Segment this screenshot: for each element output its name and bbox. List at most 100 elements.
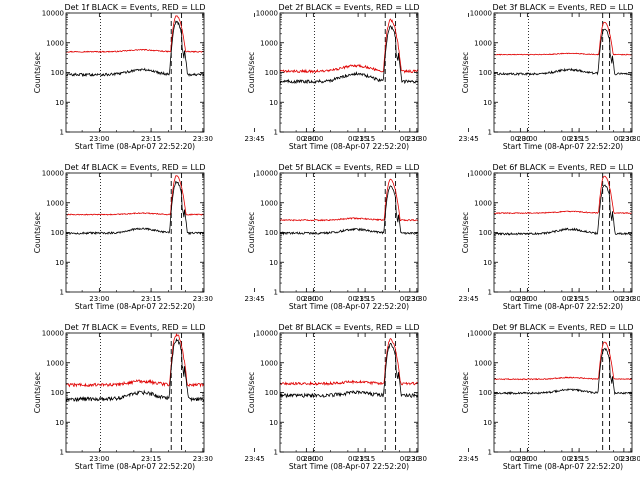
y-tick-label: 1000: [474, 359, 492, 367]
x-tick-label: 23:15: [569, 295, 589, 303]
y-tick-label: 1000: [46, 359, 64, 367]
plot-frame: [493, 12, 633, 133]
x-tick-label: 23:00: [517, 455, 537, 463]
x-tick-label: 00:30: [614, 455, 634, 463]
x-axis-label: Start Time (08-Apr-07 22:52:20): [503, 302, 623, 311]
panel-det-8: Det 8f BLACK = Events, RED = LLD11010010…: [247, 323, 634, 471]
x-tick-label: 00:00: [510, 295, 530, 303]
y-tick-label: 1: [60, 449, 64, 457]
panel-det-6: Det 6f BLACK = Events, RED = LLD 1 10 100 10…: [461, 163, 640, 311]
x-tick-label: 23:30: [621, 135, 640, 143]
x-tick-label: 00:30: [400, 135, 420, 143]
y-tick-label: 100: [479, 69, 492, 77]
panel-curves: [494, 341, 632, 396]
panel-curves: [66, 15, 204, 78]
y-tick-label: 10: [55, 99, 64, 107]
panel-curves: [494, 175, 632, 236]
y-tick-label: 10: [483, 259, 492, 267]
lld-series-line: [280, 338, 418, 386]
x-tick-label: 23:30: [407, 295, 427, 303]
x-tick-label: 00:00: [296, 135, 316, 143]
x-axis-label: Start Time (08-Apr-07 22:52:20): [289, 462, 409, 471]
x-tick-label: 23:45: [459, 295, 479, 303]
y-axis-label: Counts/sec: [33, 52, 42, 93]
events-series-line: [66, 20, 204, 78]
events-series-line: [66, 180, 204, 236]
panel-det-4: Det 4f BLACK = Events, RED = LLD 1 10 100 10…: [33, 163, 420, 311]
y-tick-label: 10: [483, 419, 492, 427]
x-tick-label: 23:00: [89, 455, 109, 463]
events-series-line: [280, 25, 418, 85]
y-tick-label: 1: [274, 289, 278, 297]
x-tick-label: 00:15: [348, 135, 368, 143]
y-tick-label: 10: [55, 419, 64, 427]
x-axis-label: Start Time (08-Apr-07 22:52:20): [75, 142, 195, 151]
y-tick-label: 1000: [46, 199, 64, 207]
x-axis-label: Start Time (08-Apr-07 22:52:20): [289, 142, 409, 151]
y-tick-label: 10: [269, 259, 278, 267]
panel-title: Det 3f BLACK = Events, RED = LLD: [492, 3, 633, 12]
events-series-line: [280, 342, 418, 399]
x-tick-label: 23:45: [245, 135, 265, 143]
events-series-line: [66, 337, 204, 403]
y-axis-label: Counts/sec: [247, 372, 256, 413]
y-tick-label: 1000: [260, 39, 278, 47]
panel-det-1: Det 1f BLACK = Events, RED = LLD11010010…: [33, 3, 420, 151]
lld-series-line: [494, 341, 632, 381]
lld-series-line: [494, 175, 632, 215]
x-tick-label: 23:15: [355, 455, 375, 463]
y-tick-label: 100: [51, 389, 64, 397]
x-tick-label: 23:30: [193, 455, 213, 463]
y-tick-label: 1: [488, 129, 492, 137]
y-tick-label: 10000: [42, 10, 64, 18]
y-tick-label: 1: [60, 129, 64, 137]
lld-series-line: [66, 333, 204, 388]
panel-curves: [280, 178, 418, 236]
events-series-line: [280, 185, 418, 236]
x-tick-label: 23:15: [141, 135, 161, 143]
x-tick-label: 23:00: [517, 295, 537, 303]
x-tick-label: 23:15: [141, 455, 161, 463]
y-tick-label: 10000: [470, 10, 492, 18]
y-tick-label: 10000: [470, 170, 492, 178]
events-series-line: [494, 28, 632, 76]
panel-det-5: Det 5f BLACK = Events, RED = LLD11010010…: [247, 163, 634, 311]
x-tick-label: 23:15: [569, 135, 589, 143]
x-tick-label: 00:15: [562, 135, 582, 143]
y-tick-label: 1: [488, 289, 492, 297]
panel-title: Det 4f BLACK = Events, RED = LLD: [64, 163, 205, 172]
panel-det-2: Det 2f BLACK = Events, RED = LLD11010010…: [247, 3, 634, 151]
y-tick-label: 100: [51, 229, 64, 237]
x-tick-label: 00:00: [296, 455, 316, 463]
y-tick-label: 10000: [470, 330, 492, 338]
x-tick-label: 00:15: [348, 455, 368, 463]
y-tick-label: 10: [483, 99, 492, 107]
y-tick-label: 100: [265, 389, 278, 397]
lld-series-line: [66, 15, 204, 53]
plot-frame: [493, 172, 633, 293]
y-tick-label: 100: [479, 389, 492, 397]
y-tick-label: 1000: [260, 359, 278, 367]
x-tick-label: 23:15: [355, 295, 375, 303]
plot-frame: [65, 172, 205, 293]
plot-frame: [279, 12, 419, 133]
x-tick-label: 23:30: [621, 455, 640, 463]
y-tick-label: 10000: [42, 330, 64, 338]
x-tick-label: 00:00: [510, 135, 530, 143]
x-tick-label: 23:00: [517, 135, 537, 143]
panel-det-3: Det 3f BLACK = Events, RED = LLD 1 10 100 10…: [461, 3, 640, 151]
y-tick-label: 1000: [260, 199, 278, 207]
panel-title: Det 7f BLACK = Events, RED = LLD: [64, 323, 205, 332]
y-axis-label: Counts/sec: [33, 372, 42, 413]
panel-curves: [66, 333, 204, 403]
panel-title: Det 5f BLACK = Events, RED = LLD: [278, 163, 419, 172]
panel-curves: [494, 21, 632, 76]
plot-frame: [493, 332, 633, 453]
x-tick-label: 23:15: [141, 295, 161, 303]
x-tick-label: 23:15: [355, 135, 375, 143]
x-tick-label: 00:30: [400, 455, 420, 463]
x-tick-label: 00:15: [348, 295, 368, 303]
x-tick-label: 23:45: [245, 455, 265, 463]
panel-det-9: Det 9f BLACK = Events, RED = LLD 1 10 100 10…: [461, 323, 640, 471]
panel-title: Det 1f BLACK = Events, RED = LLD: [64, 3, 205, 12]
